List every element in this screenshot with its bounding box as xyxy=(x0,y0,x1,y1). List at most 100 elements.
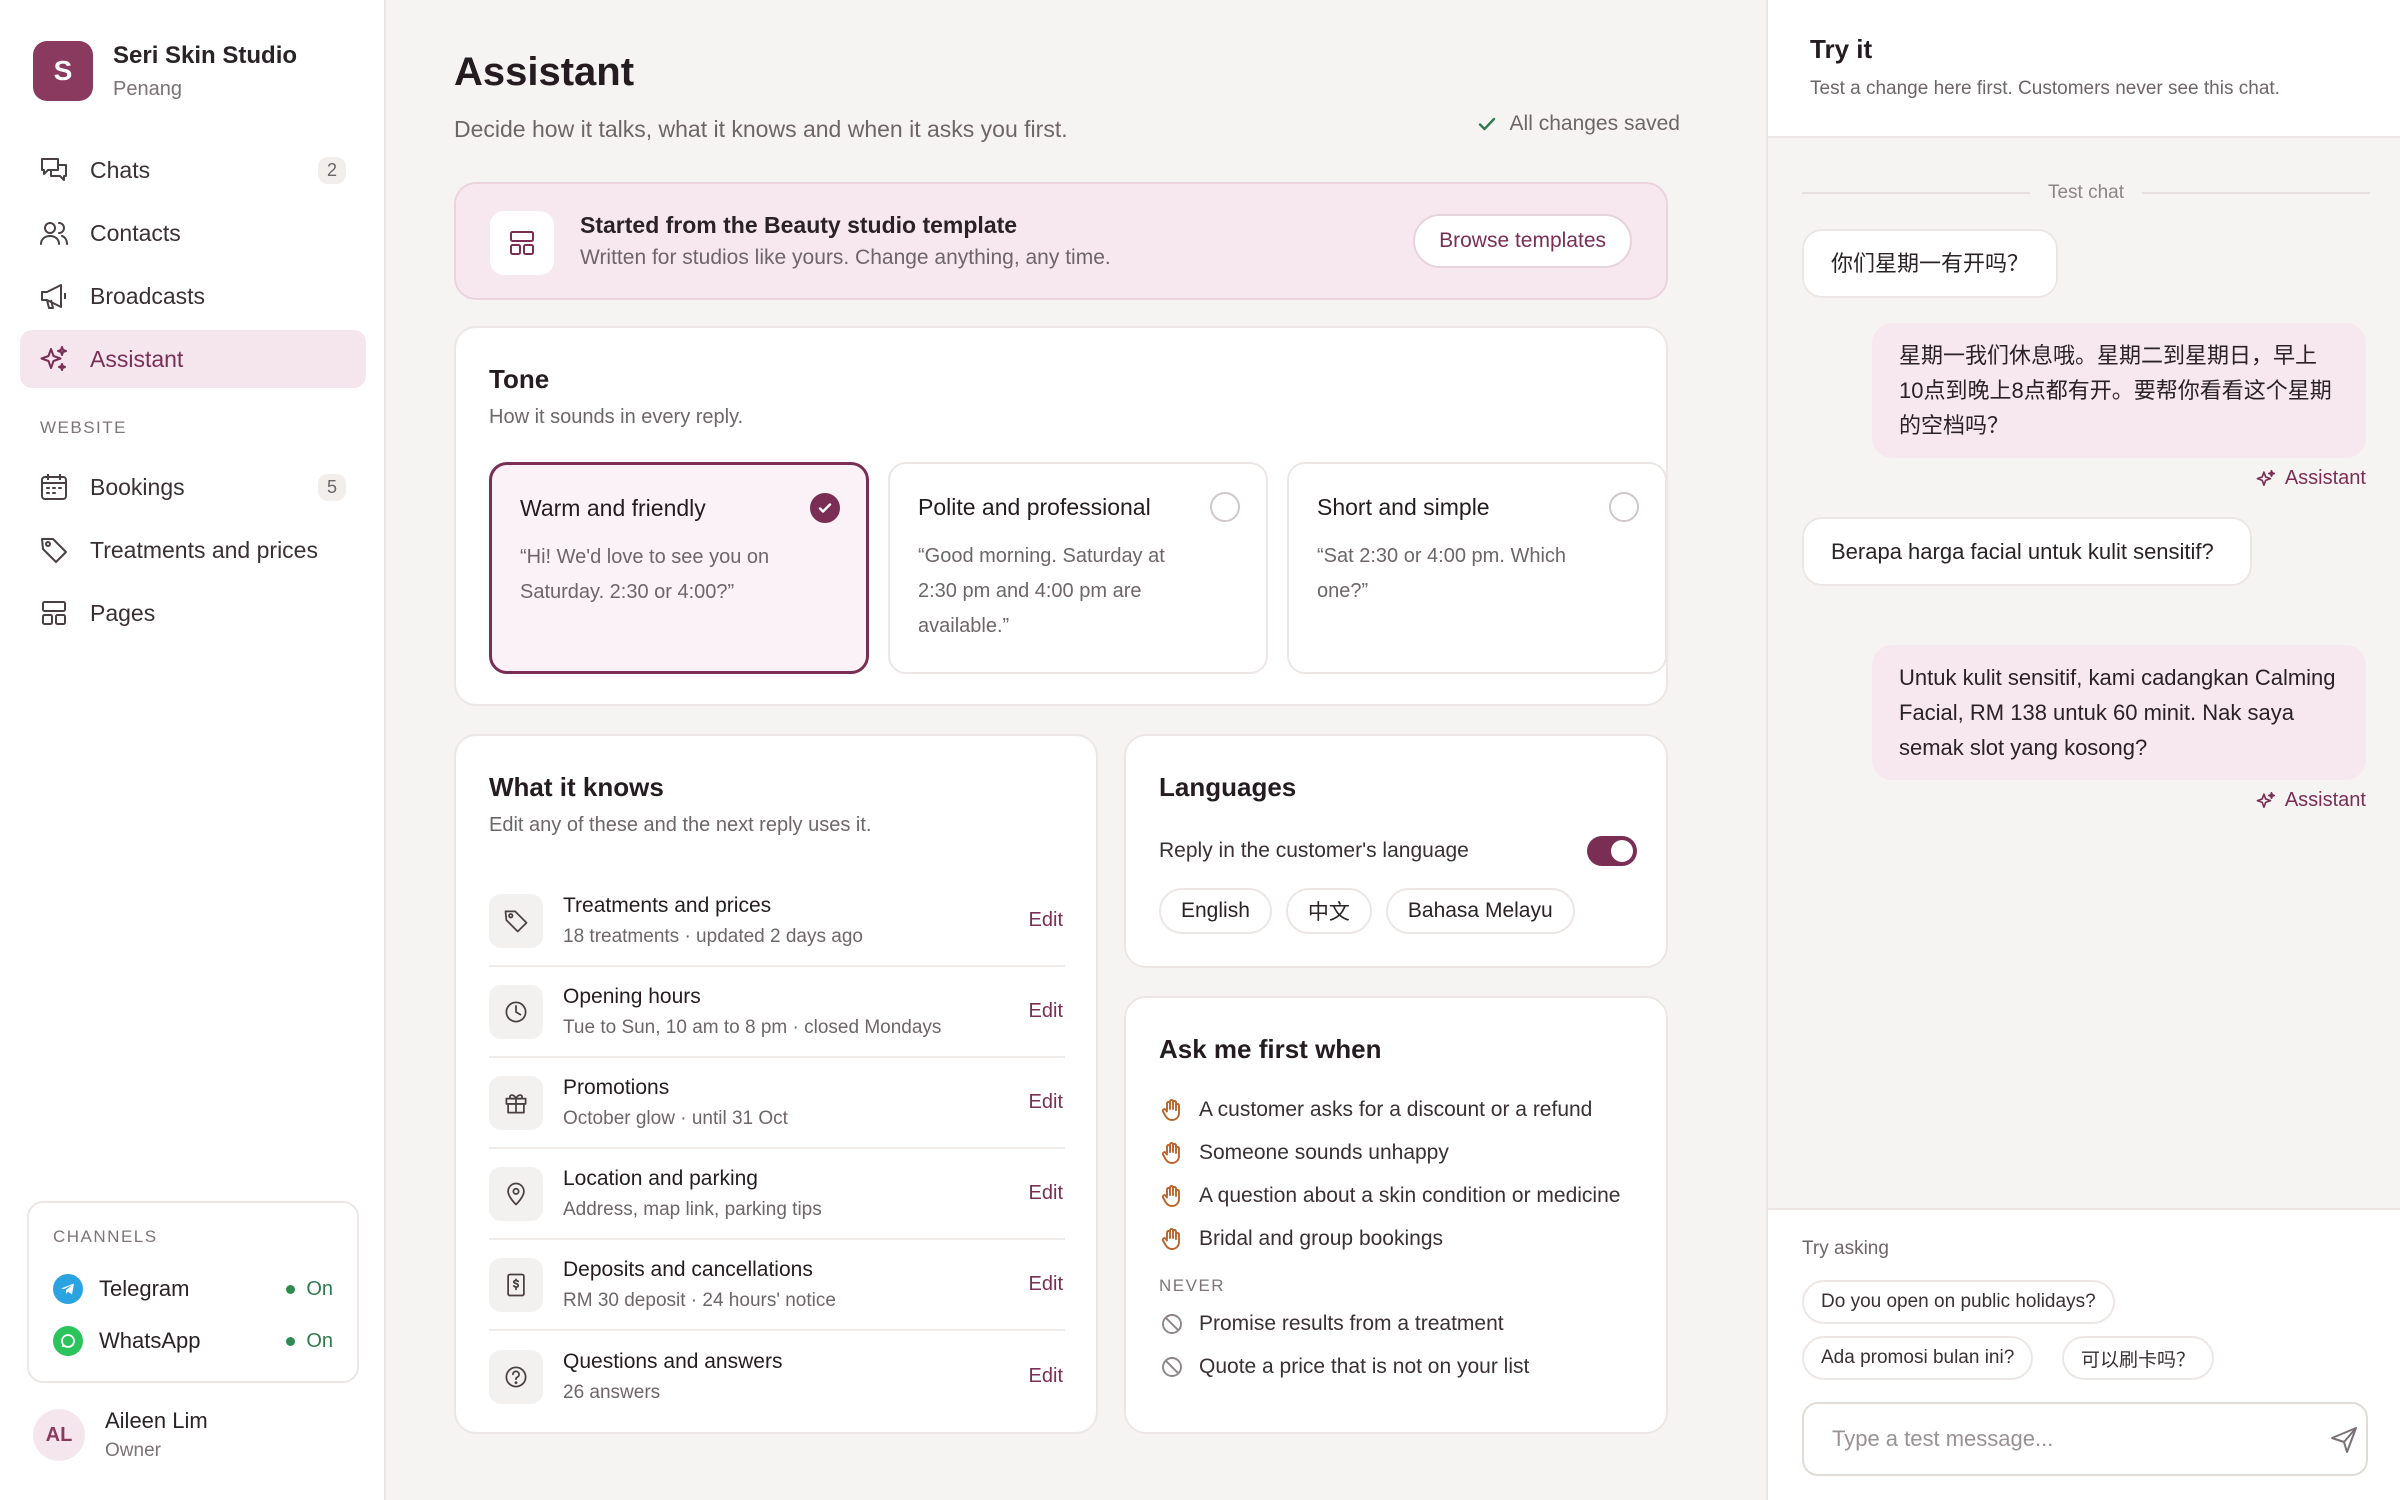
knowledge-subtitle: Edit any of these and the next reply use… xyxy=(489,814,872,836)
nav-section-website: WEBSITE xyxy=(40,418,128,437)
knowledge-item-treatments: Treatments and prices 18 treatments · up… xyxy=(489,876,1065,967)
chat-message-assistant: Untuk kulit sensitif, kami cadangkan Cal… xyxy=(1872,645,2366,780)
main-content: Assistant Decide how it talks, what it k… xyxy=(386,0,1766,1500)
edit-deposits-link[interactable]: Edit xyxy=(1028,1273,1063,1295)
tone-option-short[interactable]: Short and simple “Sat 2:30 or 4:00 pm. W… xyxy=(1287,462,1667,674)
test-chat-divider: Test chat xyxy=(1802,182,2370,204)
language-chip-chinese[interactable]: 中文 xyxy=(1285,888,1372,934)
template-title: Started from the Beauty studio template xyxy=(580,212,1018,238)
channel-telegram[interactable]: Telegram On xyxy=(53,1263,333,1315)
megaphone-icon xyxy=(38,280,70,312)
brand[interactable]: S Seri Skin Studio Penang xyxy=(33,41,297,101)
hand-icon xyxy=(1161,1098,1180,1121)
ask-first-title: Ask me first when xyxy=(1159,1034,1382,1064)
tag-icon xyxy=(38,534,70,566)
user-profile[interactable]: AL Aileen Lim Owner xyxy=(33,1408,208,1462)
save-status-label: All changes saved xyxy=(1509,112,1680,135)
page-title: Assistant xyxy=(454,50,635,94)
language-chips: English 中文 Bahasa Melayu xyxy=(1159,888,1575,934)
never-item[interactable]: Quote a price that is not on your list xyxy=(1159,1345,1639,1388)
sparkle-icon xyxy=(2256,791,2275,808)
customer-language-toggle[interactable] xyxy=(1587,836,1637,866)
knowledge-item-meta: RM 30 deposit · 24 hours' notice xyxy=(563,1289,836,1311)
sidebar-item-broadcasts[interactable]: Broadcasts xyxy=(20,267,366,325)
suggestion-chip[interactable]: Ada promosi bulan ini? xyxy=(1802,1336,2034,1380)
sidebar-item-label: Treatments and prices xyxy=(90,536,318,563)
edit-treatments-link[interactable]: Edit xyxy=(1028,909,1063,931)
block-icon xyxy=(1162,1313,1182,1334)
channel-status-label: On xyxy=(306,1277,333,1300)
edit-location-link[interactable]: Edit xyxy=(1028,1182,1063,1204)
tone-option-example: “Sat 2:30 or 4:00 pm. Which one?” xyxy=(1317,545,1567,602)
gift-icon xyxy=(489,1075,543,1130)
ask-first-text: A question about a skin condition or med… xyxy=(1199,1183,1621,1207)
test-message-input[interactable] xyxy=(1802,1402,2368,1476)
sidebar-item-contacts[interactable]: Contacts xyxy=(20,204,366,262)
suggestion-chip[interactable]: 可以刷卡吗？ xyxy=(2062,1336,2215,1380)
knowledge-item-title: Deposits and cancellations xyxy=(563,1257,813,1281)
edit-questions-link[interactable]: Edit xyxy=(1028,1365,1063,1387)
sidebar-item-label: Pages xyxy=(90,599,156,626)
tone-subtitle: How it sounds in every reply. xyxy=(489,406,744,428)
page-subtitle: Decide how it talks, what it knows and w… xyxy=(454,116,1068,142)
ask-first-item[interactable]: Bridal and group bookings xyxy=(1159,1217,1639,1260)
tone-option-warm[interactable]: Warm and friendly “Hi! We'd love to see … xyxy=(489,462,869,674)
chat-message-customer: Berapa harga facial untuk kulit sensitif… xyxy=(1802,517,2252,586)
channel-whatsapp[interactable]: WhatsApp On xyxy=(53,1315,333,1367)
tone-radio[interactable] xyxy=(1210,492,1240,522)
sidebar-item-bookings[interactable]: Bookings 5 xyxy=(20,458,366,516)
sidebar: S Seri Skin Studio Penang Chats 2 Contac… xyxy=(0,0,386,1500)
hand-icon xyxy=(1161,1141,1180,1164)
hand-icon xyxy=(1161,1227,1180,1250)
brand-name: Seri Skin Studio xyxy=(113,41,298,69)
ask-first-text: Someone sounds unhappy xyxy=(1199,1140,1449,1164)
channel-status: On xyxy=(286,1330,333,1353)
knowledge-item-promotions: Promotions October glow · until 31 Oct E… xyxy=(489,1058,1065,1149)
sidebar-item-pages[interactable]: Pages xyxy=(20,584,366,642)
chats-count-badge: 2 xyxy=(317,156,346,184)
send-icon[interactable] xyxy=(2328,1423,2360,1455)
ask-first-item[interactable]: A customer asks for a discount or a refu… xyxy=(1159,1088,1639,1131)
receipt-icon xyxy=(489,1257,543,1312)
edit-hours-link[interactable]: Edit xyxy=(1028,1000,1063,1022)
chat-message-assistant: 星期一我们休息哦。星期二到星期日，早上10点到晚上8点都有开。要帮你看看这个星期… xyxy=(1872,323,2366,458)
ask-first-item[interactable]: A question about a skin condition or med… xyxy=(1159,1174,1639,1217)
tone-radio[interactable] xyxy=(1609,492,1639,522)
never-item[interactable]: Promise results from a treatment xyxy=(1159,1302,1639,1345)
user-name: Aileen Lim xyxy=(105,1408,208,1433)
user-role: Owner xyxy=(105,1440,161,1461)
tone-option-name: Short and simple xyxy=(1317,494,1490,520)
never-text: Promise results from a treatment xyxy=(1199,1311,1504,1335)
language-chip-english[interactable]: English xyxy=(1159,888,1272,934)
sidebar-item-treatments[interactable]: Treatments and prices xyxy=(20,521,366,579)
suggestion-chip[interactable]: Do you open on public holidays? xyxy=(1802,1280,2115,1324)
template-banner: Started from the Beauty studio template … xyxy=(454,182,1668,300)
edit-promotions-link[interactable]: Edit xyxy=(1028,1091,1063,1113)
tag-icon xyxy=(489,893,543,948)
question-icon xyxy=(489,1349,543,1404)
status-dot xyxy=(286,1284,296,1294)
tone-option-polite[interactable]: Polite and professional “Good morning. S… xyxy=(888,462,1268,674)
knowledge-item-questions: Questions and answers 26 answers Edit xyxy=(489,1331,1065,1422)
tone-radio-checked[interactable] xyxy=(810,493,840,523)
map-pin-icon xyxy=(489,1166,543,1221)
status-dot xyxy=(286,1336,296,1346)
ask-first-card: Ask me first when A customer asks for a … xyxy=(1124,996,1668,1434)
knowledge-item-deposits: Deposits and cancellations RM 30 deposit… xyxy=(489,1240,1065,1331)
brand-location: Penang xyxy=(113,77,182,100)
assistant-tag: Assistant xyxy=(2255,467,2366,490)
brand-logo: S xyxy=(33,41,93,101)
knowledge-card: What it knows Edit any of these and the … xyxy=(454,734,1098,1434)
browse-templates-button[interactable]: Browse templates xyxy=(1413,214,1632,268)
sidebar-item-chats[interactable]: Chats 2 xyxy=(20,141,366,199)
language-toggle-label: Reply in the customer's language xyxy=(1159,839,1469,862)
ask-first-text: Bridal and group bookings xyxy=(1199,1226,1444,1250)
ask-first-item[interactable]: Someone sounds unhappy xyxy=(1159,1131,1639,1174)
sidebar-item-label: Assistant xyxy=(90,345,184,372)
knowledge-item-meta: October glow · until 31 Oct xyxy=(563,1107,788,1129)
language-chip-malay[interactable]: Bahasa Melayu xyxy=(1385,888,1575,934)
chat-icon xyxy=(38,154,70,186)
sidebar-item-assistant[interactable]: Assistant xyxy=(20,330,366,388)
check-icon xyxy=(1478,117,1495,131)
try-it-subtitle: Test a change here first. Customers neve… xyxy=(1810,78,2280,99)
